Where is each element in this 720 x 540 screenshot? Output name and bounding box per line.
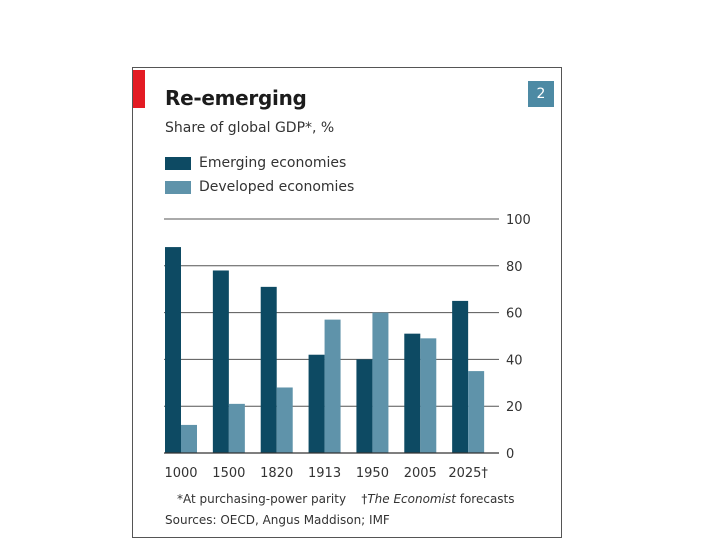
bar-developed-5 bbox=[420, 338, 437, 453]
footnote-dagger: † bbox=[361, 492, 368, 506]
y-tick-label-60: 60 bbox=[506, 307, 523, 322]
footnote-ppp: *At purchasing-power parity bbox=[177, 492, 347, 506]
figure-number-badge: 2 bbox=[528, 81, 554, 107]
y-tick-label-20: 20 bbox=[506, 400, 523, 415]
footnote-forecast-rest: forecasts bbox=[455, 492, 515, 506]
legend-swatch-emerging bbox=[165, 156, 191, 170]
bar-emerging-1 bbox=[212, 270, 229, 453]
x-tick-label-4: 1950 bbox=[356, 466, 389, 481]
y-tick-label-0: 0 bbox=[506, 447, 514, 462]
red-accent-tab bbox=[133, 70, 145, 108]
bar-developed-4 bbox=[372, 312, 389, 453]
bar-emerging-2 bbox=[260, 286, 277, 453]
bar-developed-2 bbox=[276, 387, 293, 453]
bar-emerging-5 bbox=[404, 333, 421, 453]
legend-label-developed: Developed economies bbox=[199, 179, 355, 195]
y-tick-label-80: 80 bbox=[506, 260, 523, 275]
chart-title: Re-emerging bbox=[165, 86, 307, 110]
x-tick-label-3: 1913 bbox=[308, 466, 341, 481]
bar-emerging-0 bbox=[165, 247, 181, 453]
x-tick-label-1: 1500 bbox=[212, 466, 245, 481]
bar-developed-0 bbox=[181, 424, 197, 453]
bar-emerging-3 bbox=[308, 354, 325, 453]
footnote-forecast-italic: The Economist bbox=[367, 492, 456, 506]
bar-emerging-6 bbox=[452, 300, 469, 453]
x-tick-label-6: 2025† bbox=[448, 466, 488, 481]
bar-developed-6 bbox=[468, 371, 485, 453]
x-tick-label-2: 1820 bbox=[260, 466, 293, 481]
chart-panel: Re-emerging Share of global GDP*, % 2 Em… bbox=[132, 67, 562, 538]
y-tick-label-100: 100 bbox=[506, 213, 531, 228]
bar-emerging-4 bbox=[356, 359, 373, 453]
chart-subtitle: Share of global GDP*, % bbox=[165, 120, 335, 136]
legend-swatch-developed bbox=[165, 180, 191, 194]
bar-developed-3 bbox=[324, 319, 341, 453]
x-tick-label-0: 1000 bbox=[164, 466, 197, 481]
sources-note: Sources: OECD, Angus Maddison; IMF bbox=[165, 513, 390, 527]
bar-developed-1 bbox=[228, 403, 245, 453]
legend-item-emerging: Emerging economies bbox=[165, 155, 346, 171]
footnote: *At purchasing-power parity †The Economi… bbox=[177, 492, 515, 506]
legend-item-developed: Developed economies bbox=[165, 179, 354, 195]
bar-chart: 0 20 40 60 80 100 1000 1500 1820 1913 1950 2005 2025… bbox=[164, 213, 531, 481]
y-tick-label-40: 40 bbox=[506, 353, 523, 368]
legend-label-emerging: Emerging economies bbox=[199, 155, 347, 171]
x-tick-label-5: 2005 bbox=[404, 466, 437, 481]
